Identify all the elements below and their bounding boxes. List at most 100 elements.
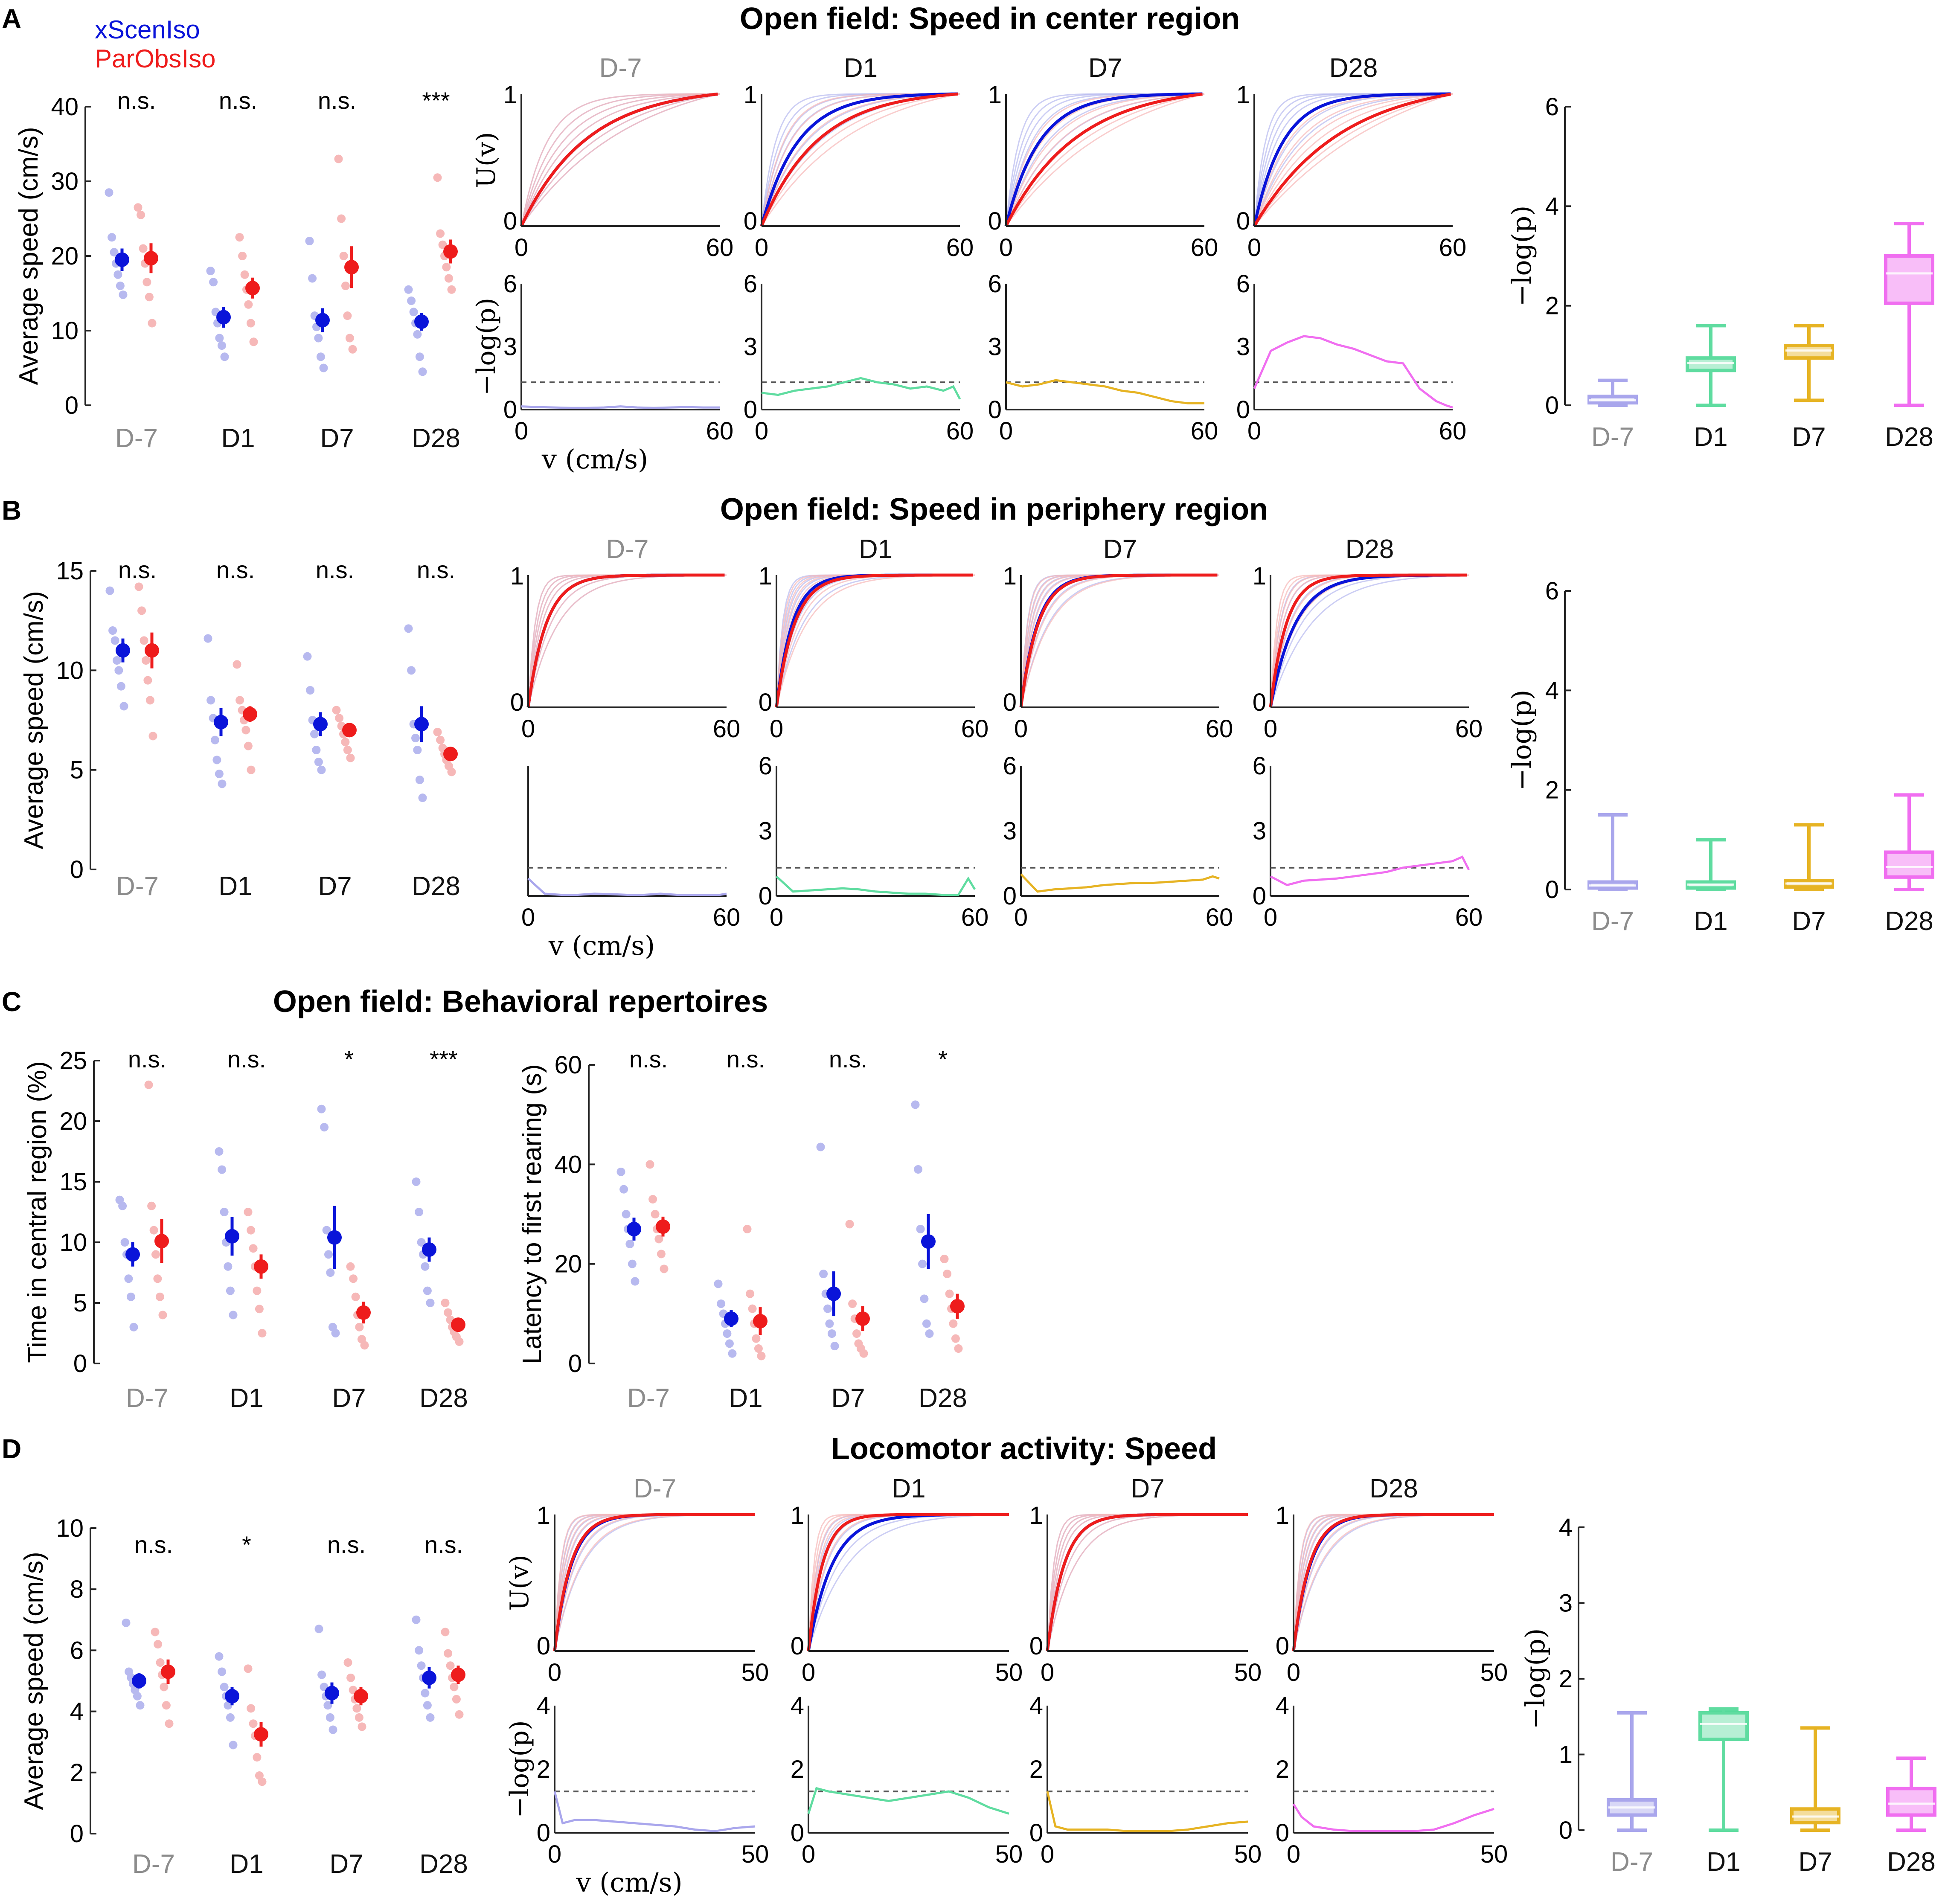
individual-point	[415, 1208, 424, 1216]
individual-point	[922, 1319, 931, 1328]
individual-cdf	[1253, 93, 1453, 227]
y-tick-label: 2	[537, 1756, 550, 1783]
y-axis-label: Average speed (cm/s)	[19, 1552, 49, 1810]
individual-cdf	[808, 1514, 1006, 1651]
mean-point	[414, 314, 429, 329]
x-tick-label: 60	[1191, 417, 1218, 445]
mean-cdf-parobsiso	[807, 1513, 1009, 1651]
individual-point	[253, 1286, 262, 1295]
individual-point	[433, 728, 442, 736]
individual-point	[215, 1652, 224, 1661]
individual-cdf	[520, 93, 720, 227]
x-tick-label: 60	[1439, 417, 1467, 445]
individual-point	[825, 1319, 834, 1328]
y-tick-label: 8	[70, 1576, 84, 1603]
individual-point	[206, 267, 215, 275]
x-category-label: D1	[218, 872, 252, 901]
A_box-chart: 0 2 4 6 −log(p) D-7 D1 D7 D28	[1506, 93, 1934, 452]
individual-point	[156, 1658, 165, 1667]
individual-point	[329, 1725, 337, 1734]
individual-point	[335, 714, 344, 723]
y-tick-label: 6	[1545, 577, 1559, 605]
individual-point	[204, 634, 212, 643]
individual-point	[119, 291, 128, 299]
individual-cdf	[520, 93, 720, 227]
y-tick-label: 0	[744, 396, 757, 424]
individual-point	[358, 1722, 366, 1731]
A_cdf-D-7: D-7 1 00 60 U(v)	[471, 53, 733, 262]
mean-point	[950, 1299, 965, 1314]
y-tick-label: 0	[537, 1819, 550, 1847]
individual-point	[144, 1080, 153, 1089]
individual-cdf	[808, 1514, 1006, 1651]
significance-label: n.s.	[216, 556, 255, 583]
y-axis-label: U(v)	[505, 1555, 535, 1610]
individual-point	[645, 1160, 654, 1169]
individual-point	[407, 297, 416, 305]
individual-point	[218, 779, 227, 788]
individual-point	[441, 1628, 450, 1637]
y-tick-label: 4	[791, 1692, 804, 1720]
individual-point	[417, 1238, 426, 1247]
individual-cdf	[520, 93, 720, 227]
individual-point	[343, 746, 352, 754]
x-tick-label: 0	[802, 1840, 815, 1868]
x-category-label: D-7	[126, 1384, 169, 1413]
x-category-label: D-7	[1611, 1847, 1653, 1877]
y-tick-label: 0	[759, 882, 772, 910]
individual-cdf	[1253, 93, 1453, 227]
individual-point	[404, 624, 413, 633]
x-tick-label: 0	[1014, 715, 1028, 743]
y-axis-label: Average speed (cm/s)	[14, 127, 44, 385]
y-tick-label: 6	[1545, 93, 1559, 121]
individual-point	[160, 1683, 169, 1692]
y-tick-label: 10	[56, 1514, 84, 1542]
individual-point	[114, 666, 123, 675]
mean-cdf-parobsiso	[1004, 93, 1203, 227]
significance-label: ***	[430, 1046, 457, 1073]
individual-point	[654, 1235, 663, 1244]
y-tick-label: 0	[988, 396, 1002, 424]
individual-cdf	[808, 1514, 1006, 1651]
day-title: D-7	[634, 1474, 676, 1503]
mean-point	[724, 1311, 738, 1326]
y-tick-label: 0	[744, 207, 757, 235]
individual-point	[142, 656, 150, 665]
individual-point	[848, 1299, 857, 1308]
individual-point	[830, 1342, 839, 1351]
y-tick-label: 1	[1236, 81, 1250, 109]
x-category-label: D28	[412, 424, 460, 453]
individual-point	[218, 1165, 227, 1174]
individual-point	[441, 1299, 450, 1307]
individual-point	[714, 1279, 723, 1288]
box-iqr	[1884, 850, 1934, 879]
mean-cdf-xsceniso	[1019, 573, 1218, 708]
individual-cdf	[1005, 93, 1205, 227]
y-tick-label: 20	[554, 1250, 582, 1278]
individual-point	[418, 367, 427, 376]
mean-point	[132, 1674, 146, 1688]
mean-cdf-xsceniso	[526, 573, 725, 708]
x-tick-label: 0	[770, 904, 783, 931]
D_logp-D1: 0 2 4 0 50	[791, 1692, 1023, 1868]
y-tick-label: 1	[791, 1502, 804, 1529]
mean-cdf-parobsiso	[760, 92, 958, 227]
individual-point	[247, 765, 256, 774]
significance-label: n.s.	[629, 1046, 668, 1073]
individual-point	[151, 1250, 160, 1259]
individual-cdf	[527, 574, 727, 708]
individual-point	[110, 636, 119, 645]
individual-point	[450, 1683, 459, 1692]
individual-point	[418, 794, 427, 802]
B_cdf-D7: D7 1 00 60	[1003, 535, 1233, 743]
mean-point	[254, 1259, 268, 1274]
D_logp-D-7: 0 2 4 0 50 −log(p) v (cm/s)	[505, 1692, 769, 1898]
individual-cdf	[1047, 1514, 1245, 1651]
individual-point	[105, 188, 113, 197]
individual-point	[312, 746, 321, 754]
individual-point	[215, 770, 224, 778]
